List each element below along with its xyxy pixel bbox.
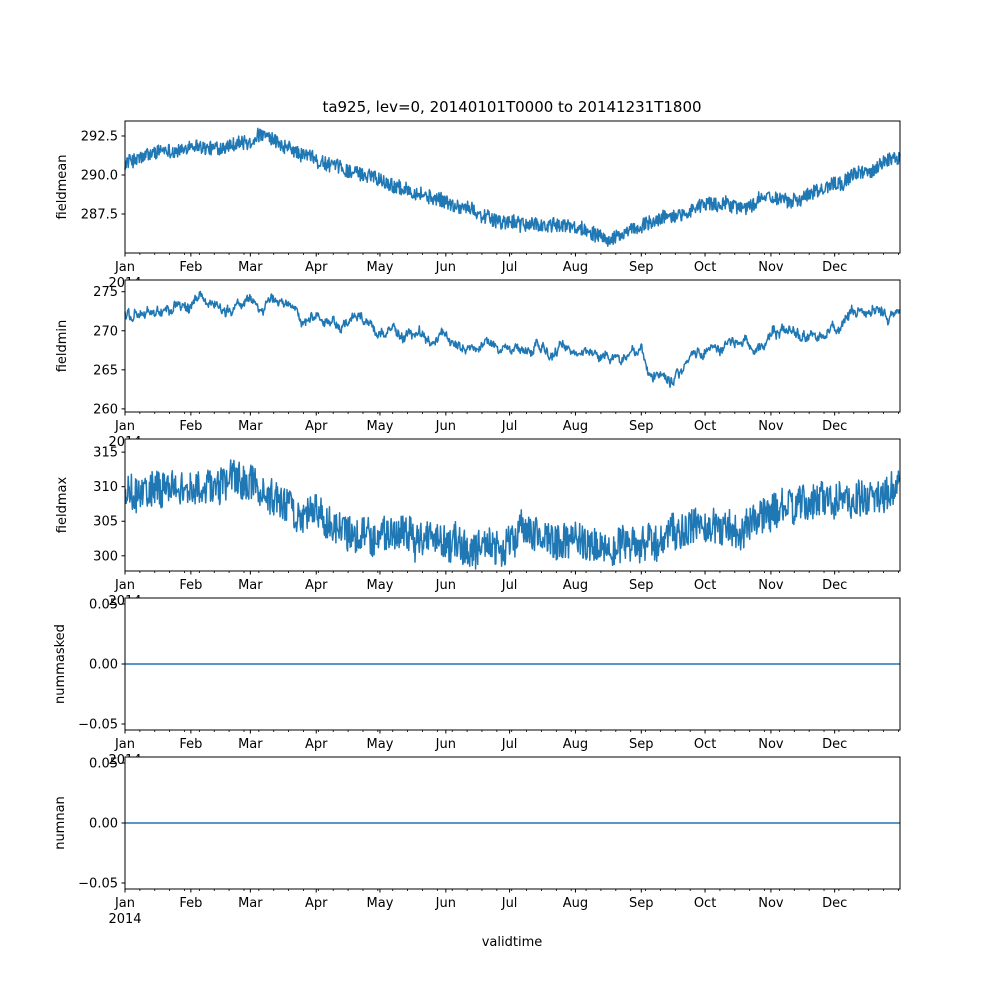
axes-frame xyxy=(124,120,901,254)
x-tick-label: Apr xyxy=(305,737,328,752)
x-tick-label: Mar xyxy=(238,578,263,593)
x-tick-label: Nov xyxy=(758,896,784,911)
y-tick-label: 300 xyxy=(93,549,118,564)
y-axis-label: fieldmean xyxy=(55,155,70,220)
y-tick-label: 0.00 xyxy=(89,658,118,673)
subplot-fieldmean: 287.5 290.0 292.5 fieldmean Jan Feb Mar Apr May J… xyxy=(55,120,901,291)
x-tick-label: Jun xyxy=(435,260,456,275)
axes-frame xyxy=(124,279,901,413)
x-tick-label: Jan xyxy=(114,260,135,275)
x-tick-label: Feb xyxy=(179,896,202,911)
y-tick-label: 265 xyxy=(93,363,118,378)
x-tick-label: May xyxy=(367,896,394,911)
x-tick-label: Feb xyxy=(179,260,202,275)
x-tick-label: Jun xyxy=(435,737,456,752)
x-tick-label: May xyxy=(367,260,394,275)
axes-background xyxy=(125,280,900,412)
x-tick-label: Aug xyxy=(563,578,588,593)
x-tick-label: Jan xyxy=(114,578,135,593)
series-line-fieldmax xyxy=(124,459,901,570)
x-tick-label: Sep xyxy=(629,578,654,593)
x-tick-label: Nov xyxy=(758,737,784,752)
y-tick-label: 0.05 xyxy=(89,598,118,613)
x-tick-label: Aug xyxy=(563,896,588,911)
y-tick-label: 0.00 xyxy=(89,817,118,832)
x-tick-label: Sep xyxy=(629,260,654,275)
x-tick-label: Dec xyxy=(822,737,847,752)
y-tick-label: 260 xyxy=(93,402,118,417)
x-tick-label: Sep xyxy=(629,896,654,911)
x-tick-label: Jul xyxy=(501,578,518,593)
series-line-fieldmean xyxy=(124,127,901,247)
x-tick-label: Jan xyxy=(114,737,135,752)
x-tick-label: Apr xyxy=(305,419,328,434)
x-tick-label: Mar xyxy=(238,419,263,434)
x-tick-label: Dec xyxy=(822,896,847,911)
axes-frame xyxy=(124,438,901,572)
x-year-label: 2014 xyxy=(108,912,141,927)
x-tick-label: Dec xyxy=(822,419,847,434)
x-tick-label: Dec xyxy=(822,578,847,593)
y-tick-label: 305 xyxy=(93,515,118,530)
x-tick-label: Jun xyxy=(435,419,456,434)
x-tick-label: Mar xyxy=(238,737,263,752)
x-tick-label: Oct xyxy=(694,419,716,434)
x-tick-label: Jul xyxy=(501,260,518,275)
x-tick-label: Jan xyxy=(114,419,135,434)
x-tick-label: Feb xyxy=(179,737,202,752)
y-tick-label: 315 xyxy=(93,446,118,461)
y-axis-label: fieldmin xyxy=(55,320,70,373)
chart-title: ta925, lev=0, 20140101T0000 to 20141231T… xyxy=(322,98,701,116)
y-tick-label: 292.5 xyxy=(81,129,118,144)
x-tick-label: Apr xyxy=(305,896,328,911)
x-tick-label: May xyxy=(367,737,394,752)
x-tick-label: May xyxy=(367,419,394,434)
x-tick-label: Oct xyxy=(694,578,716,593)
x-tick-label: Mar xyxy=(238,896,263,911)
y-tick-label: 0.05 xyxy=(89,757,118,772)
x-tick-label: Apr xyxy=(305,578,328,593)
x-tick-label: Feb xyxy=(179,578,202,593)
series-line-fieldmin xyxy=(124,290,901,389)
y-tick-label: 270 xyxy=(93,324,118,339)
y-axis-label: numnan xyxy=(53,796,68,850)
subplot-fieldmin: 260 265 270 275 fieldmin Jan Feb Mar Apr May Jun Ju… xyxy=(55,279,901,450)
x-tick-label: Feb xyxy=(179,419,202,434)
x-tick-label: Sep xyxy=(629,419,654,434)
x-tick-label: Nov xyxy=(758,419,784,434)
x-axis-label: validtime xyxy=(482,935,543,950)
x-tick-label: Oct xyxy=(694,260,716,275)
x-tick-label: Aug xyxy=(563,419,588,434)
x-tick-label: May xyxy=(367,578,394,593)
x-tick-label: Jan xyxy=(114,896,135,911)
x-tick-label: Nov xyxy=(758,260,784,275)
x-tick-label: Jul xyxy=(501,737,518,752)
x-tick-label: Nov xyxy=(758,578,784,593)
y-tick-label: 310 xyxy=(93,480,118,495)
x-tick-label: Aug xyxy=(563,737,588,752)
x-tick-label: Sep xyxy=(629,737,654,752)
x-tick-label: Dec xyxy=(822,260,847,275)
x-tick-label: Aug xyxy=(563,260,588,275)
y-tick-label: −0.05 xyxy=(78,718,118,733)
y-tick-label: −0.05 xyxy=(78,877,118,892)
subplot-numnan: −0.05 0.00 0.05 numnan Jan Feb Mar Apr May Jun Jul… xyxy=(53,756,901,927)
subplot-nummasked: −0.05 0.00 0.05 nummasked Jan Feb Mar Apr May Jun… xyxy=(53,597,901,768)
x-tick-label: Jun xyxy=(435,578,456,593)
subplot-fieldmax: 300 305 310 315 fieldmax Jan Feb Mar Apr May Jun Ju… xyxy=(55,438,901,609)
x-tick-label: Oct xyxy=(694,737,716,752)
y-tick-label: 287.5 xyxy=(81,207,118,222)
y-axis-label: nummasked xyxy=(53,624,68,704)
axes-background xyxy=(125,439,900,571)
x-tick-label: Jul xyxy=(501,419,518,434)
x-tick-label: Jul xyxy=(501,896,518,911)
y-tick-label: 275 xyxy=(93,285,118,300)
y-axis-label: fieldmax xyxy=(55,477,70,534)
x-tick-label: Jun xyxy=(435,896,456,911)
x-tick-label: Oct xyxy=(694,896,716,911)
y-tick-label: 290.0 xyxy=(81,168,118,183)
x-tick-label: Apr xyxy=(305,260,328,275)
x-tick-label: Mar xyxy=(238,260,263,275)
